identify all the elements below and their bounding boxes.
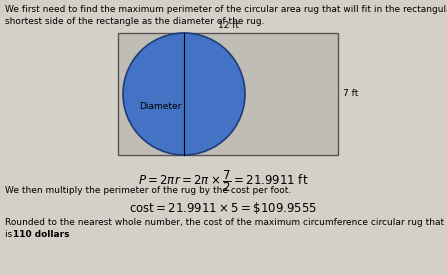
Text: We then multiply the perimeter of the rug by the cost per foot.: We then multiply the perimeter of the ru… [5,186,291,195]
Text: shortest side of the rectangle as the diameter of the rug.: shortest side of the rectangle as the di… [5,17,265,26]
Text: $\mathrm{cost} = 21.9911 \times 5 = \$109.9555$: $\mathrm{cost} = 21.9911 \times 5 = \$10… [130,200,317,216]
Circle shape [123,33,245,155]
Text: $P = 2\pi r = 2\pi \times \dfrac{7}{2} = 21.9911$ ft: $P = 2\pi r = 2\pi \times \dfrac{7}{2} =… [138,168,309,194]
Bar [118,33,338,155]
Text: 110 dollars: 110 dollars [13,230,69,239]
Text: Rounded to the nearest whole number, the cost of the maximum circumference circu: Rounded to the nearest whole number, the… [5,218,447,227]
Text: Diameter: Diameter [139,102,181,111]
Text: is: is [5,230,15,239]
Text: We first need to find the maximum perimeter of the circular area rug that will f: We first need to find the maximum perime… [5,5,447,14]
Text: 7 ft: 7 ft [343,89,358,98]
Text: 12 ft: 12 ft [218,21,239,30]
